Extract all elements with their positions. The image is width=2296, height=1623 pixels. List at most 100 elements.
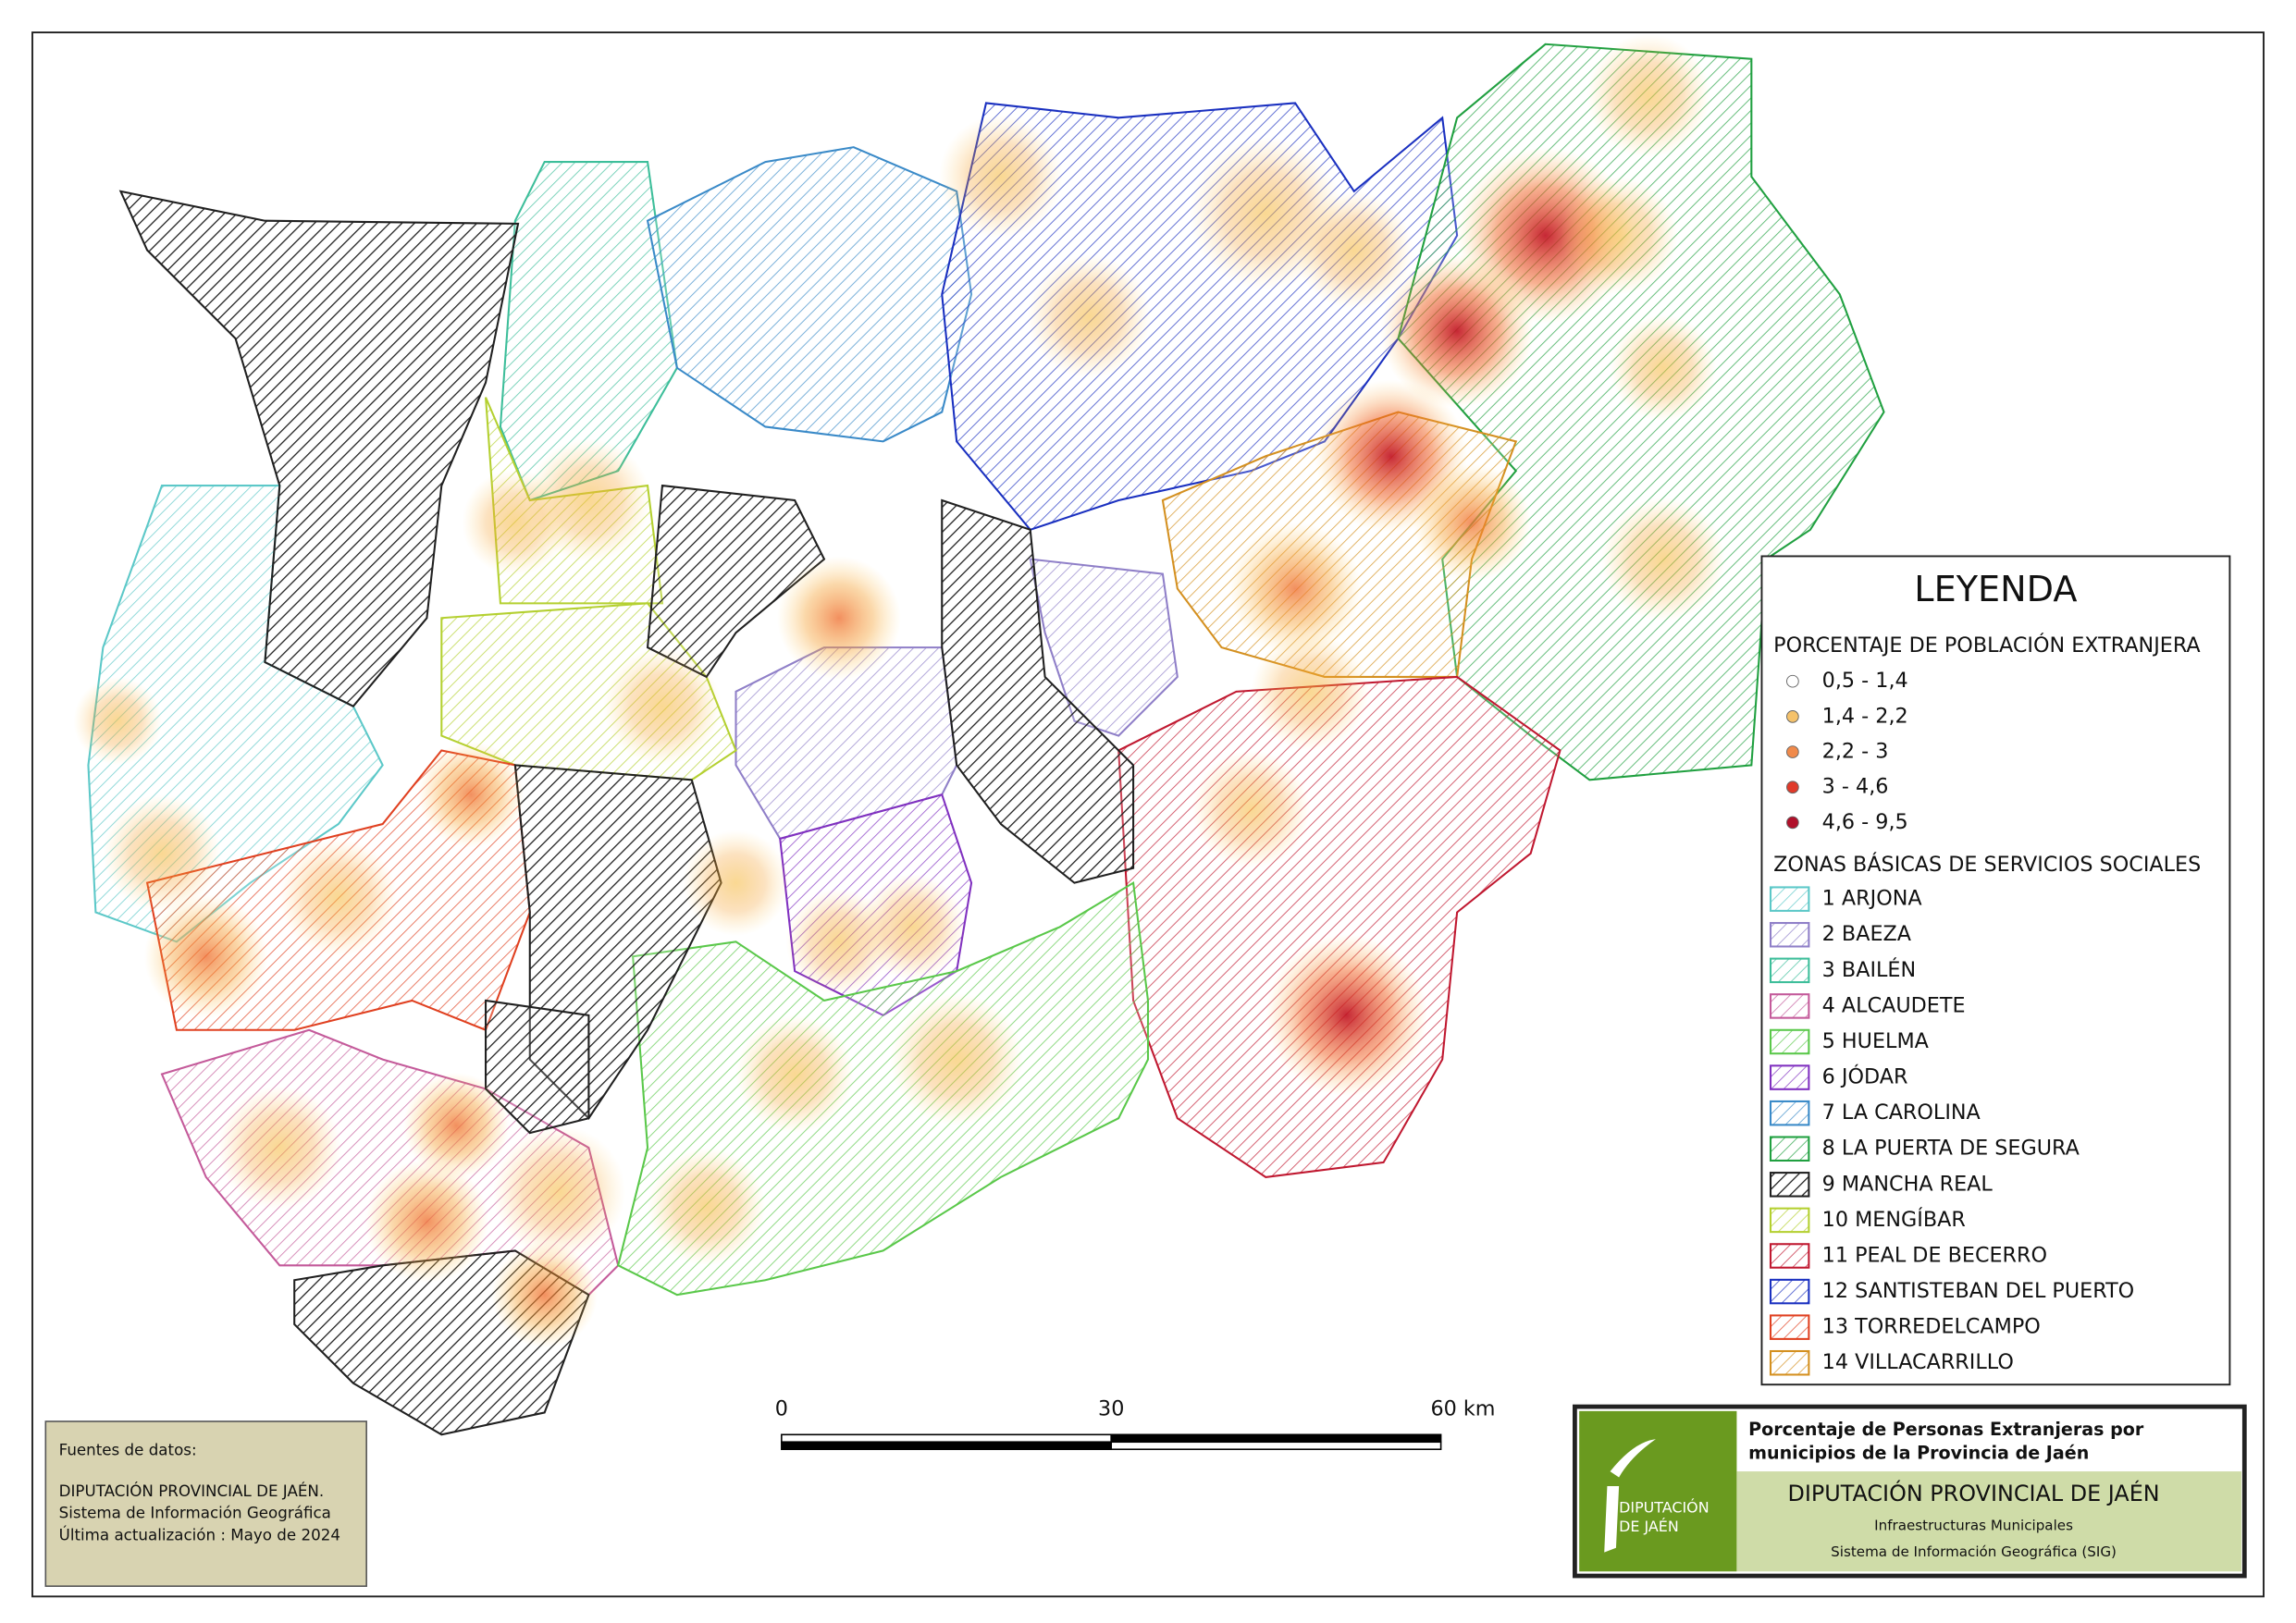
class-label: 1,4 - 2,2 <box>1822 704 1908 728</box>
class-label: 2,2 - 3 <box>1822 740 1889 764</box>
zone-swatch <box>1769 1028 1810 1055</box>
zone-swatch <box>1769 1349 1810 1376</box>
scale-bar: 0 30 60 km <box>775 1397 1495 1451</box>
heat-spot <box>648 1148 766 1266</box>
scale-label: 30 <box>1098 1397 1124 1421</box>
scale-label: 0 <box>775 1397 788 1421</box>
zone-label: 6 JÓDAR <box>1822 1064 1908 1089</box>
scale-segment <box>781 1433 1113 1444</box>
heat-spot <box>73 676 163 766</box>
heat-spot <box>417 741 525 848</box>
org-background <box>1736 1471 2242 1572</box>
heat-spot <box>735 1014 854 1134</box>
zone-label: 7 LA CAROLINA <box>1822 1100 1981 1125</box>
heat-layer <box>73 33 1725 1348</box>
legend-items: 0,5 - 1,4 1,4 - 2,2 2,2 - 3 3 - 4,6 4,6 - 9,… <box>1769 669 2135 1376</box>
heat-spot <box>103 794 221 913</box>
heat-spot <box>462 469 569 576</box>
zone-area <box>118 190 520 708</box>
zone-swatch <box>1769 1100 1810 1126</box>
sources-line: DIPUTACIÓN PROVINCIAL DE JAÉN. <box>59 1482 325 1500</box>
zone-swatch <box>1769 957 1810 984</box>
class-label: 3 - 4,6 <box>1822 775 1889 799</box>
zone-label: 2 BAEZA <box>1822 922 1912 946</box>
zone-label: 4 ALCAUDETE <box>1822 993 1966 1017</box>
class-symbol <box>1786 710 1799 723</box>
heat-spot <box>1601 497 1725 621</box>
map-title: Porcentaje de Personas Extranjeras por <box>1748 1419 2144 1440</box>
sources-line: Última actualización : Mayo de 2024 <box>59 1526 340 1544</box>
map-frame <box>31 31 2265 1598</box>
zone-swatch <box>1769 886 1810 912</box>
heat-spot <box>1586 33 1710 158</box>
heat-spot <box>1380 254 1534 408</box>
heat-spot <box>1191 750 1311 868</box>
heat-spot <box>1228 522 1362 656</box>
zone-label: 1 ARJONA <box>1822 887 1923 911</box>
zone-area <box>499 161 678 502</box>
zone-label: 9 MANCHA REAL <box>1822 1172 1994 1196</box>
heat-spot <box>402 1072 510 1179</box>
org-name: DIPUTACIÓN PROVINCIAL DE JAÉN <box>1788 1481 2160 1506</box>
class-symbol <box>1786 674 1799 688</box>
zone-swatch <box>1769 1314 1810 1340</box>
zone-label: 14 VILLACARRILLO <box>1822 1350 2014 1374</box>
zone-swatch <box>1769 993 1810 1019</box>
logo-background <box>1579 1410 1737 1572</box>
heat-spot <box>492 1125 626 1259</box>
scale-segment <box>781 1441 1113 1451</box>
zone-label: 11 PEAL DE BECERRO <box>1822 1243 2047 1267</box>
zone-swatch <box>1769 1207 1810 1234</box>
heat-spot <box>777 556 901 681</box>
heat-spot <box>1027 254 1152 378</box>
zone-swatch <box>1769 1172 1810 1198</box>
class-symbol <box>1786 816 1799 830</box>
heat-spot <box>143 894 268 1019</box>
legend-section: ZONAS BÁSICAS DE SERVICIOS SOCIALES <box>1773 851 2201 877</box>
scale-label: 60 km <box>1430 1397 1495 1421</box>
zone-label: 10 MENGÍBAR <box>1822 1206 1966 1232</box>
heat-spot <box>859 874 966 980</box>
scale-segment <box>1110 1433 1442 1444</box>
heat-spot <box>1251 633 1369 751</box>
zone-area <box>1029 558 1179 737</box>
zone-area <box>941 498 1135 884</box>
class-label: 0,5 - 1,4 <box>1822 669 1908 693</box>
zone-swatch <box>1769 1136 1810 1162</box>
zone-area <box>646 484 826 679</box>
heat-spot <box>1560 176 1678 295</box>
class-symbol <box>1786 781 1799 794</box>
zone-label: 13 TORREDELCAMPO <box>1822 1315 2041 1339</box>
heat-spot <box>1610 314 1717 422</box>
heat-spot <box>1295 191 1413 310</box>
zone-swatch <box>1769 921 1810 948</box>
sources-box: Fuentes de datos: DIPUTACIÓN PROVINCIAL … <box>44 1420 367 1587</box>
heat-spot <box>1265 934 1428 1097</box>
heat-spot <box>603 647 722 766</box>
sources-background <box>44 1420 367 1587</box>
class-symbol <box>1786 745 1799 758</box>
zone-swatch <box>1769 1243 1810 1269</box>
logo-mark <box>1604 1439 1656 1553</box>
zone-swatch <box>1769 1278 1810 1305</box>
heat-spot <box>683 830 789 936</box>
heat-spot <box>217 1086 342 1210</box>
zone-label: 12 SANTISTEBAN DEL PUERTO <box>1822 1279 2135 1303</box>
sources-line: Sistema de Información Geográfica <box>59 1504 331 1522</box>
logo-text: DIPUTACIÓN <box>1619 1498 1709 1516</box>
org-dept: Infraestructuras Municipales <box>1874 1517 2073 1533</box>
zone-label: 5 HUELMA <box>1822 1029 1930 1053</box>
zone-label: 8 LA PUERTA DE SEGURA <box>1822 1137 2080 1161</box>
heat-spot <box>890 992 1023 1126</box>
logo-text: DE JAÉN <box>1619 1518 1679 1535</box>
org-unit: Sistema de Información Geográfica (SIG) <box>1831 1543 2117 1560</box>
sources-title: Fuentes de datos: <box>59 1440 197 1458</box>
heat-spot <box>491 1241 598 1348</box>
heat-spot <box>1413 463 1531 582</box>
legend-box <box>1760 555 2231 1386</box>
heat-spot <box>279 838 398 957</box>
legend-title: LEYENDA <box>1914 570 2077 610</box>
heat-spot <box>364 1159 489 1284</box>
class-label: 4,6 - 9,5 <box>1822 810 1908 834</box>
